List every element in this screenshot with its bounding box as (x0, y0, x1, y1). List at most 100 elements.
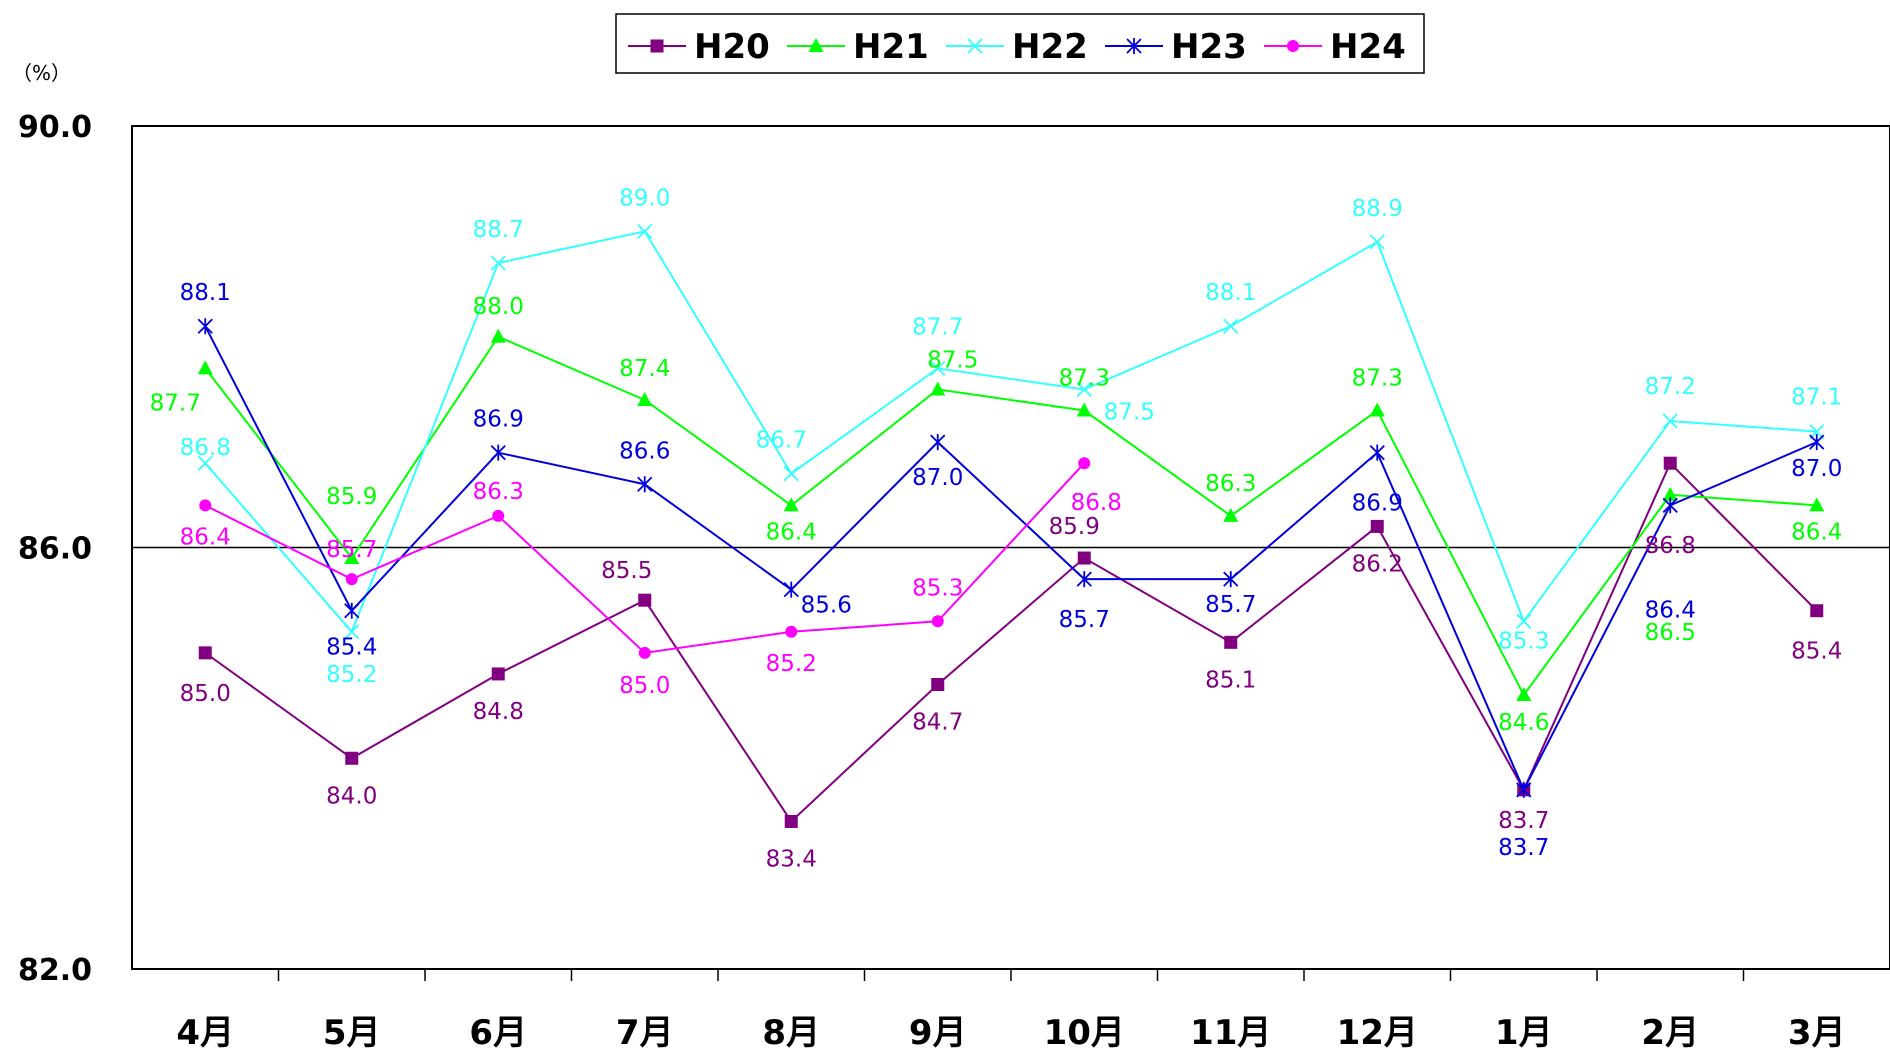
data-point (199, 499, 212, 512)
x-tick-label: 12月 (1337, 1013, 1418, 1052)
data-label: 87.7 (912, 314, 963, 340)
data-label: 87.3 (1059, 366, 1110, 392)
data-point (1810, 604, 1824, 618)
data-point (783, 466, 799, 482)
data-label: 84.6 (1498, 710, 1549, 736)
data-point (1516, 613, 1532, 629)
data-label: 85.5 (601, 558, 652, 584)
x-tick-label: 5月 (323, 1013, 381, 1052)
data-point (1076, 381, 1092, 398)
data-label: 84.8 (473, 699, 524, 725)
data-point (197, 318, 213, 335)
data-point (1370, 519, 1384, 533)
data-label: 86.6 (619, 438, 670, 464)
y-tick-label: 86.0 (18, 532, 92, 567)
data-label: 86.4 (766, 519, 817, 545)
data-point (1662, 497, 1678, 514)
x-tick-label: 8月 (762, 1013, 820, 1052)
data-label: 88.0 (473, 294, 524, 320)
data-label: 86.4 (180, 524, 231, 550)
data-point (197, 455, 213, 471)
data-label: 86.4 (1791, 519, 1842, 545)
data-label: 85.3 (912, 575, 963, 601)
data-point (1809, 434, 1825, 451)
legend: H20 H21 H22 H23 H24 (615, 13, 1425, 74)
x-tick-label: 3月 (1788, 1013, 1846, 1052)
legend-entry: H20 (694, 27, 770, 67)
data-point (344, 550, 360, 565)
data-point (344, 624, 360, 640)
data-label: 85.4 (1791, 639, 1842, 665)
data-label: 85.9 (1049, 514, 1100, 540)
data-point (1224, 635, 1238, 649)
data-point (1369, 402, 1385, 417)
series-lines (197, 223, 1825, 828)
data-point (491, 667, 505, 681)
data-point (638, 593, 652, 607)
data-label: 87.3 (1352, 366, 1403, 392)
data-label: 85.4 (326, 635, 377, 661)
data-labels: 85.0 84.0 84.8 85.5 83.4 84.7 85.9 85.1 86.2 83.7… (150, 185, 1843, 872)
data-point (930, 381, 946, 396)
x-tick-label: 1月 (1495, 1013, 1553, 1052)
data-point (930, 360, 946, 376)
x-tick-label: 9月 (909, 1013, 967, 1052)
data-label: 85.9 (326, 484, 377, 510)
y-tick-label: 90.0 (18, 110, 92, 145)
data-label: 84.0 (326, 783, 377, 809)
series-line-h21 (204, 335, 1817, 697)
legend-marker (1126, 38, 1142, 54)
data-label: 86.5 (1645, 620, 1696, 646)
data-label: 87.0 (1791, 456, 1842, 482)
data-point (1076, 402, 1092, 417)
data-label: 86.3 (473, 479, 524, 505)
data-label: 86.8 (1645, 533, 1696, 559)
data-point (490, 444, 506, 461)
x-tick-label: 11月 (1190, 1013, 1271, 1052)
data-point (1809, 497, 1825, 512)
data-point (1662, 486, 1678, 501)
data-point (1369, 234, 1385, 250)
data-point (1516, 687, 1532, 702)
data-label: 83.7 (1498, 808, 1549, 834)
data-label: 89.0 (619, 185, 670, 211)
data-point (638, 646, 651, 659)
data-point (1223, 507, 1239, 522)
data-point (785, 625, 798, 638)
x-tick-label: 2月 (1641, 1013, 1699, 1052)
data-point (490, 328, 506, 343)
data-label: 87.5 (927, 347, 978, 373)
x-tick-label: 10月 (1044, 1013, 1125, 1052)
x-tick-label: 7月 (616, 1013, 674, 1052)
legend-marker (808, 38, 824, 52)
data-label: 87.1 (1791, 385, 1842, 411)
data-point (197, 360, 213, 375)
data-label: 85.2 (766, 651, 817, 677)
data-point (1076, 571, 1092, 588)
data-point (783, 581, 799, 598)
legend-marker (967, 38, 983, 54)
data-label: 85.0 (619, 673, 670, 699)
data-label: 85.7 (1205, 592, 1256, 618)
data-label: 86.8 (1071, 490, 1122, 516)
data-label: 87.5 (1104, 399, 1155, 425)
data-label: 87.4 (619, 356, 670, 382)
legend-entry: H22 (1012, 27, 1088, 67)
data-label: 86.9 (473, 407, 524, 433)
data-point (637, 476, 653, 493)
data-point (784, 814, 798, 828)
data-point (344, 602, 360, 619)
data-label: 83.7 (1498, 835, 1549, 861)
data-point (490, 255, 506, 271)
data-label: 85.7 (326, 537, 377, 563)
series-line-h20 (204, 461, 1818, 824)
data-label: 85.1 (1205, 667, 1256, 693)
data-label: 84.7 (912, 709, 963, 735)
legend-entry: H21 (853, 27, 929, 67)
data-point (1663, 456, 1677, 470)
data-label: 88.9 (1352, 196, 1403, 222)
legend-marker (650, 39, 664, 53)
data-point (931, 677, 945, 691)
data-point (1516, 781, 1532, 798)
